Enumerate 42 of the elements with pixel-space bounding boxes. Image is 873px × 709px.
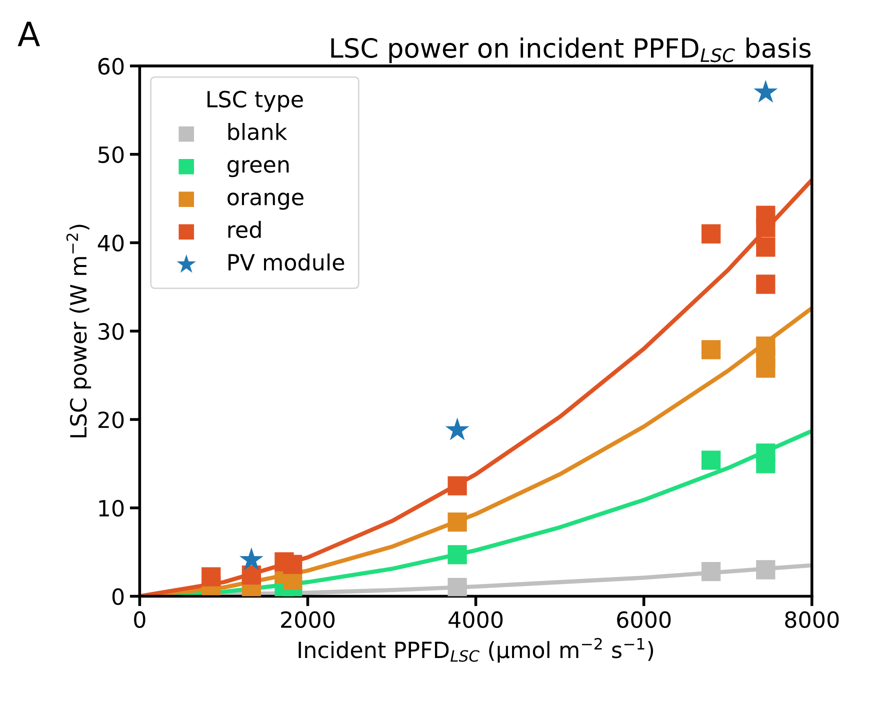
y-tick-label: 0	[112, 588, 124, 606]
legend-title: LSC type	[208, 90, 303, 112]
point	[701, 340, 721, 360]
point	[756, 454, 776, 474]
point	[445, 417, 470, 440]
point	[448, 512, 467, 532]
x-tick-label: 0	[134, 611, 146, 628]
y-axis-title: LSC power (W m$^{−2}$)	[66, 224, 92, 438]
point	[701, 450, 721, 470]
chart-title: LSC power on incident PPFD$_{LSC}$ basis	[331, 38, 811, 64]
y-tick-label: 60	[98, 58, 124, 75]
y-tick-label: 30	[98, 323, 124, 340]
point	[448, 545, 467, 564]
legend-label: PV module	[228, 253, 344, 271]
point	[756, 218, 776, 238]
point	[701, 562, 721, 582]
point	[242, 565, 262, 585]
y-tick-label: 10	[99, 500, 124, 517]
y-tick-label: 20	[98, 411, 124, 428]
y-tick-label: 50	[98, 146, 124, 164]
point	[448, 476, 467, 496]
point	[283, 554, 302, 574]
x-axis-title: Incident PPFD$_{LSC}$ (μmol m$^{−2}$ s$^{−1}$)	[298, 638, 654, 663]
legend-label: orange	[228, 192, 304, 210]
point	[448, 578, 467, 596]
point	[202, 567, 221, 586]
point	[756, 274, 776, 294]
point	[756, 560, 776, 580]
legend-label: green	[228, 160, 289, 178]
point	[239, 547, 264, 570]
point	[756, 238, 776, 257]
text: A	[18, 22, 40, 46]
legend-label: red	[228, 220, 261, 238]
legend-label: blank	[228, 123, 288, 140]
y-tick-label: 40	[98, 234, 124, 252]
point	[756, 358, 776, 378]
x-tick-label: 2000	[281, 611, 335, 628]
x-tick-label: 8000	[785, 611, 839, 628]
x-tick-label: 4000	[448, 611, 503, 628]
point	[754, 80, 778, 103]
x-tick-label: 6000	[617, 611, 671, 628]
point	[701, 224, 721, 244]
